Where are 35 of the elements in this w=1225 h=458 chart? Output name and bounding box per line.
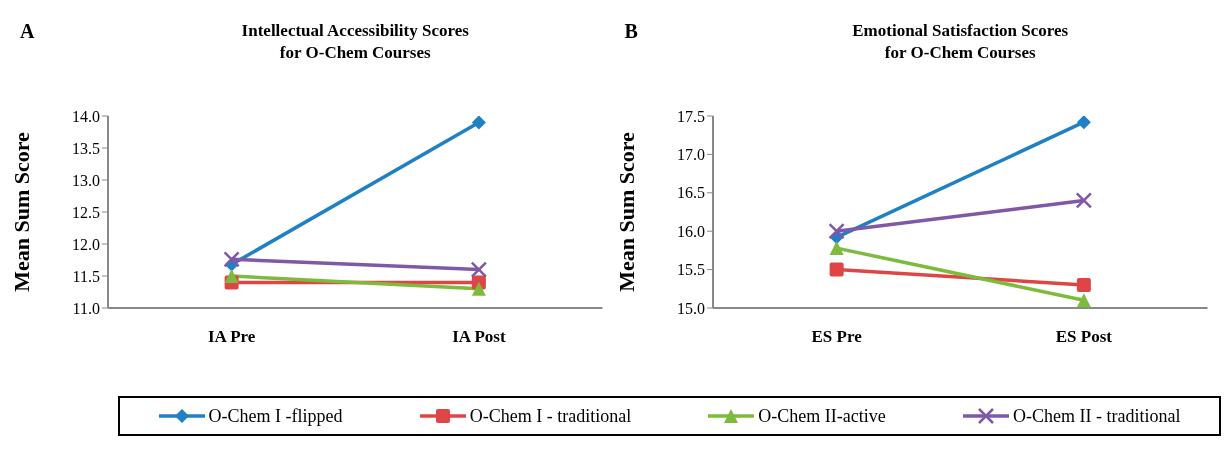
point	[471, 116, 486, 130]
point	[827, 222, 845, 240]
y-tick-label: 11.5	[72, 267, 100, 285]
text: A	[20, 20, 35, 43]
y-axis-title: Mean Sum Score	[613, 131, 639, 292]
x-tick-label: IA Post	[452, 327, 506, 347]
y-tick-label: 17.0	[676, 146, 705, 164]
legend-label: O-Chem II - traditional	[1012, 405, 1181, 427]
y-tick-label: 16.5	[676, 184, 705, 202]
chart-title: Emotional Satisfaction Scores for O-Chem Courses	[851, 21, 1069, 62]
point	[470, 261, 488, 278]
x-tick-label: IA Pre	[207, 327, 256, 347]
point	[1076, 277, 1091, 292]
y-tick-label: 17.5	[676, 107, 705, 125]
x-tick-label: ES Post	[1055, 327, 1112, 347]
text: B	[624, 20, 638, 43]
x-tick-label: ES Pre	[811, 327, 862, 347]
y-tick-label: 12.0	[72, 235, 100, 253]
y-tick-label: 14.0	[72, 107, 100, 125]
y-tick-label: 15.5	[676, 261, 705, 279]
point	[1075, 192, 1092, 209]
legend-label: O-Chem II-active	[758, 405, 886, 427]
y-tick-label: 13.0	[72, 171, 100, 189]
y-tick-label: 11.0	[72, 299, 100, 317]
point	[223, 251, 240, 268]
y-tick-label: 16.0	[676, 222, 705, 240]
y-tick-label: 15.0	[676, 299, 705, 317]
y-tick-label: 13.5	[72, 139, 100, 157]
legend-label: O-Chem I - traditional	[469, 405, 632, 427]
y-axis-title: Mean Sum Score	[8, 131, 34, 292]
legend-label: O-Chem I -flipped	[208, 405, 343, 427]
point	[829, 262, 844, 277]
chart-title: Intellectual Accessibility Scores for O-Chem Courses	[241, 21, 470, 62]
point	[1076, 116, 1091, 130]
y-tick-label: 12.5	[72, 203, 100, 221]
